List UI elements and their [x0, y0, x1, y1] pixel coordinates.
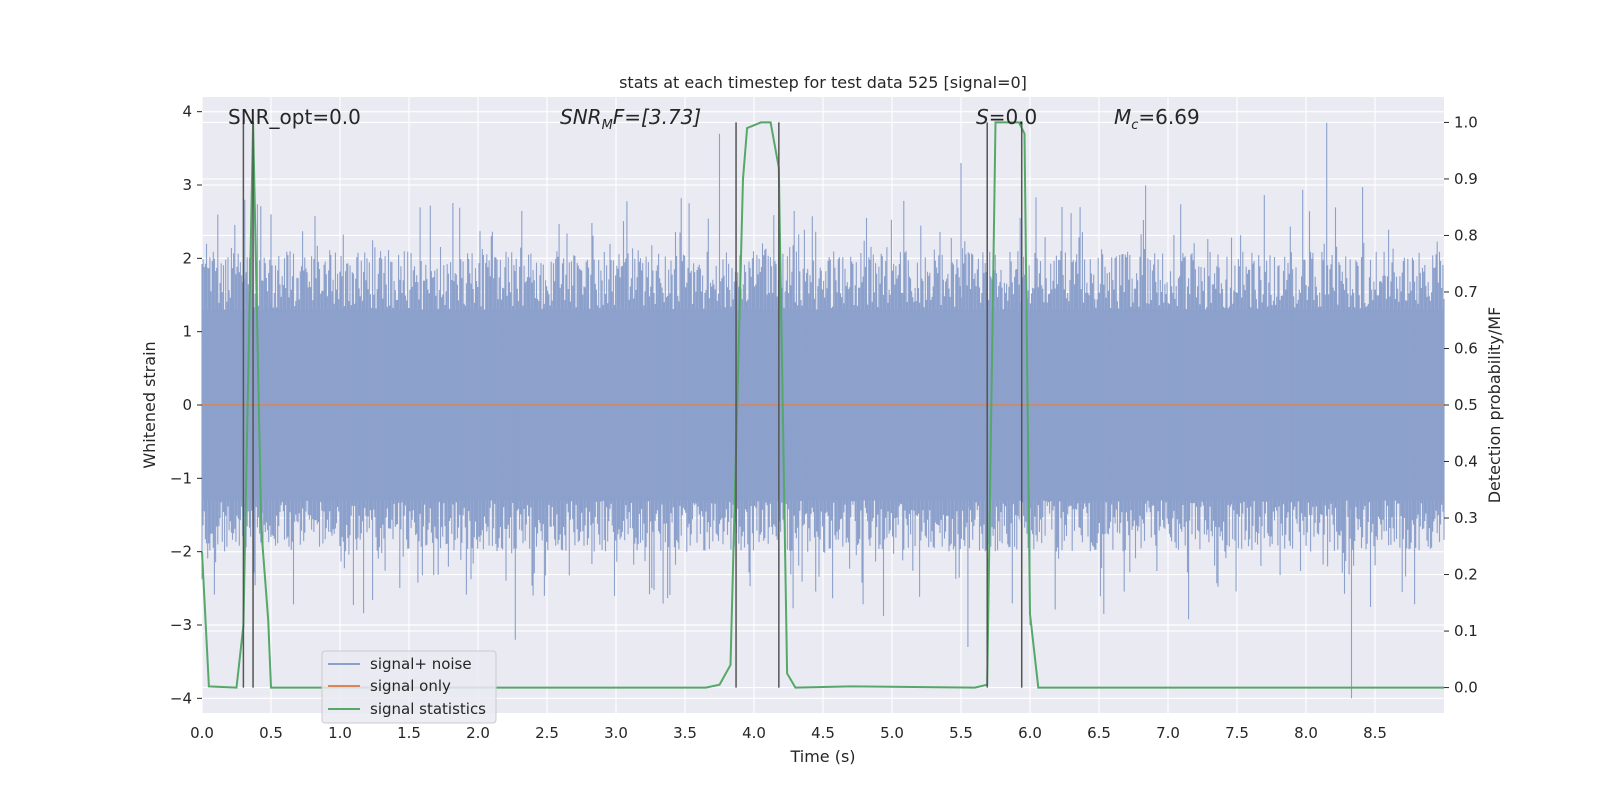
- annotation-mc-base: M: [1114, 105, 1131, 129]
- annotation-snr-mf-base: SNR: [560, 105, 602, 129]
- annotation-s: S=0.0: [976, 105, 1037, 129]
- annotation-mc-rest: =6.69: [1138, 105, 1199, 129]
- x-tick-label: 0.0: [190, 724, 214, 742]
- y-tick-label-left: −1: [170, 469, 192, 487]
- ticks: 0.0 0.5 1.0 1.5 2.0 2.5 3.0 3.5 4.0 4.5 5.0 5.5 6.0 6…: [170, 103, 1478, 742]
- y-tick-label-right: 0.6: [1454, 339, 1478, 357]
- y-tick-label-right: 0.2: [1454, 566, 1478, 584]
- x-tick-label: 2.0: [466, 724, 490, 742]
- annotation-snr-mf: SNRMF=[3.73]: [560, 105, 701, 133]
- x-tick-label: 6.5: [1087, 724, 1111, 742]
- x-tick-label: 2.5: [535, 724, 559, 742]
- x-tick-label: 3.5: [673, 724, 697, 742]
- x-tick-label: 4.5: [811, 724, 835, 742]
- legend-label-statistics: signal statistics: [370, 700, 486, 718]
- y-tick-label-right: 0.9: [1454, 170, 1478, 188]
- x-tick-label: 3.0: [604, 724, 628, 742]
- annotation-snr-mf-sub: M: [602, 118, 613, 133]
- annotation-snr-opt: SNR_opt=0.0: [228, 105, 361, 129]
- legend-label-signal: signal only: [370, 677, 451, 695]
- legend: signal+ noise signal only signal statist…: [321, 650, 497, 724]
- annotation-snr-mf-rest: F=[3.73]: [613, 105, 701, 129]
- x-axis-label: Time (s): [789, 747, 855, 766]
- x-tick-label: 1.0: [328, 724, 352, 742]
- y-tick-label-right: 0.1: [1454, 622, 1478, 640]
- y-axis-label-right: Detection probability/MF: [1485, 307, 1504, 504]
- y-tick-label-right: 1.0: [1454, 113, 1478, 131]
- annotation-s-italic: S: [976, 105, 989, 129]
- y-tick-label-left: 0: [182, 396, 192, 414]
- x-tick-label: 6.0: [1018, 724, 1042, 742]
- signal-statistics-line: [201, 121, 1444, 689]
- annotation-mc-sub: c: [1131, 118, 1138, 133]
- x-tick-label: 0.5: [259, 724, 283, 742]
- y-tick-label-left: −4: [170, 689, 192, 707]
- legend-label-noise: signal+ noise: [370, 655, 472, 673]
- y-axis-label-left: Whitened strain: [140, 341, 159, 468]
- y-tick-label-right: 0.8: [1454, 226, 1478, 244]
- y-tick-label-left: 3: [182, 176, 192, 194]
- noise-trace: [201, 122, 1445, 699]
- x-tick-label: 5.5: [949, 724, 973, 742]
- x-tick-label: 5.0: [880, 724, 904, 742]
- y-tick-label-left: 2: [182, 249, 192, 267]
- x-tick-label: 8.0: [1294, 724, 1318, 742]
- annotation-mc: Mc=6.69: [1114, 105, 1200, 133]
- y-tick-label-left: 1: [182, 323, 192, 341]
- annotation-s-rest: =0.0: [989, 105, 1038, 129]
- x-tick-label: 1.5: [397, 724, 421, 742]
- x-tick-label: 7.0: [1156, 724, 1180, 742]
- y-tick-label-right: 0.3: [1454, 509, 1478, 527]
- vertical-markers: [242, 122, 1023, 688]
- chart-title: stats at each timestep for test data 525…: [619, 73, 1027, 92]
- y-tick-label-left: −2: [170, 543, 192, 561]
- legend-box: [321, 650, 497, 724]
- x-tick-label: 4.0: [742, 724, 766, 742]
- y-tick-label-right: 0.4: [1454, 453, 1478, 471]
- x-tick-label: 7.5: [1225, 724, 1249, 742]
- y-tick-label-left: −3: [170, 616, 192, 634]
- y-tick-label-right: 0.0: [1454, 679, 1478, 697]
- y-tick-label-left: 4: [182, 103, 192, 121]
- x-tick-label: 8.5: [1363, 724, 1387, 742]
- line-layer: [201, 121, 1444, 689]
- y-tick-label-right: 0.7: [1454, 283, 1478, 301]
- y-tick-label-right: 0.5: [1454, 396, 1478, 414]
